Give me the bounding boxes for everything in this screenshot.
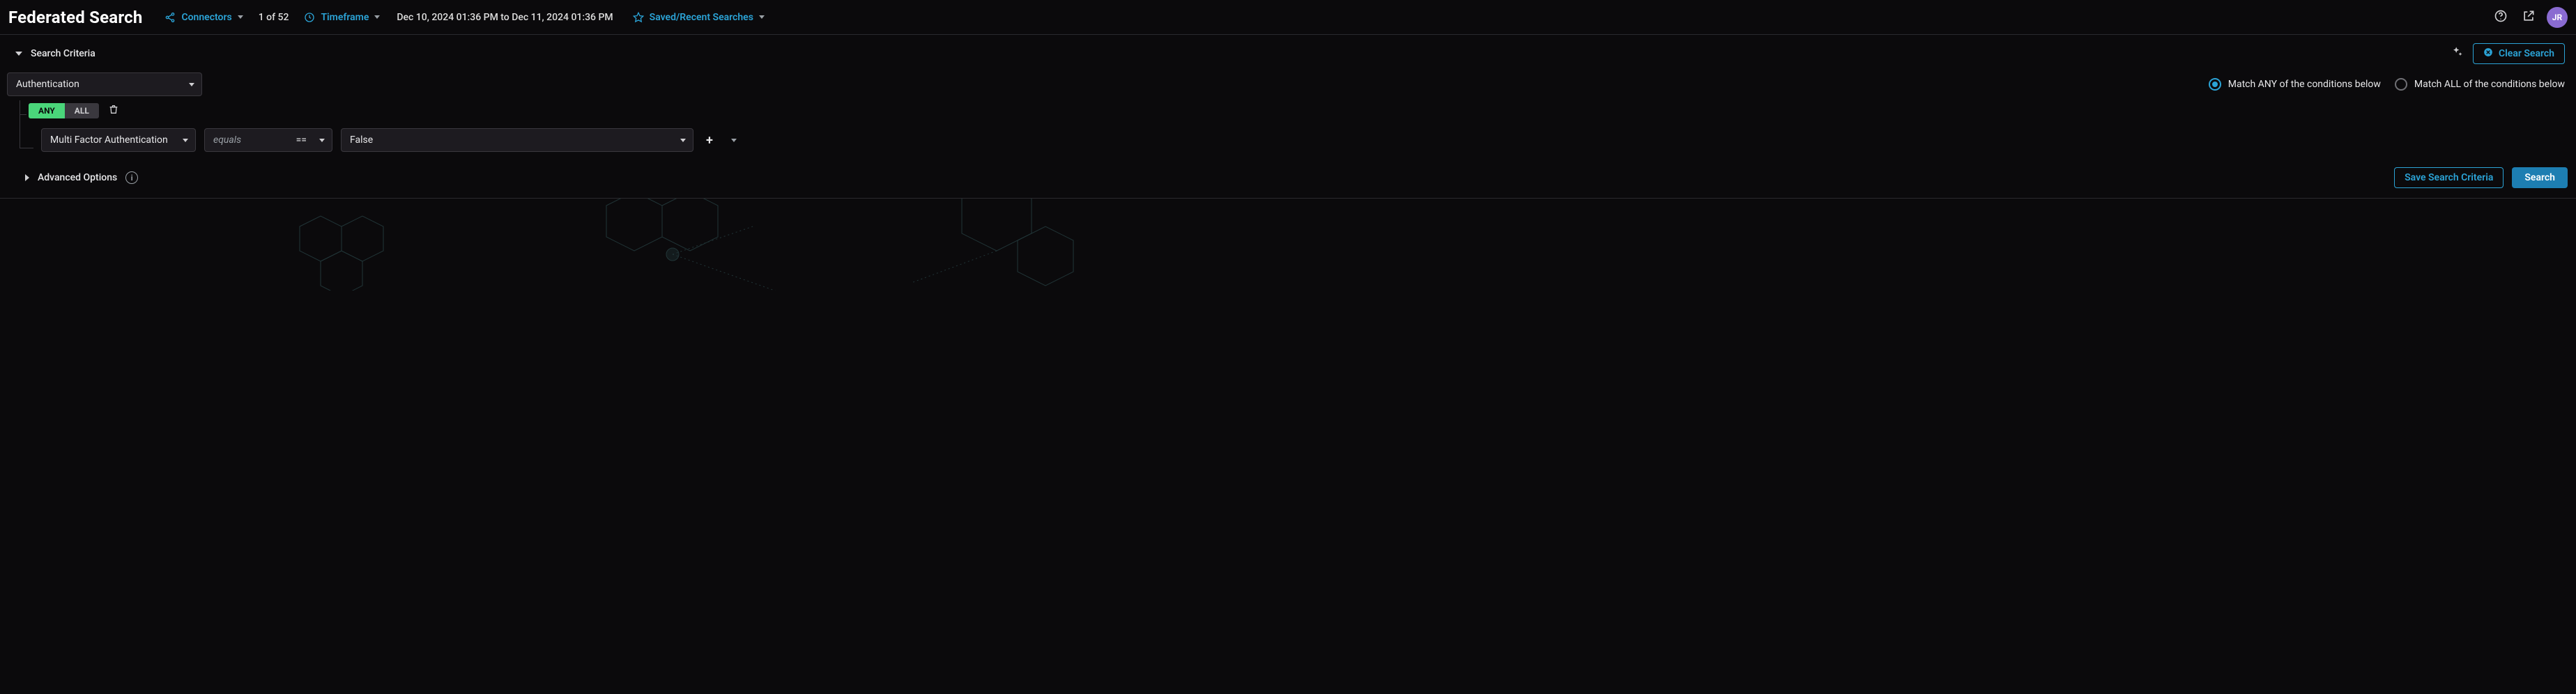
chevron-right-icon [25, 174, 29, 181]
search-criteria-label: Search Criteria [31, 48, 95, 59]
radio-checked-icon [2209, 78, 2221, 91]
chevron-down-icon [183, 139, 188, 142]
help-icon [2494, 9, 2508, 26]
connectors-count: 1 of 52 [253, 12, 295, 23]
toggle-any[interactable]: ANY [29, 103, 65, 118]
chevron-down-icon [731, 139, 737, 142]
avatar[interactable]: JR [2547, 7, 2568, 28]
chevron-down-icon [189, 83, 194, 86]
saved-label: Saved/Recent Searches [650, 12, 753, 23]
operator-select[interactable]: equals == [204, 128, 332, 152]
star-icon [633, 12, 644, 23]
share-icon [164, 12, 176, 23]
group-toggle-row: ANY ALL [29, 103, 741, 118]
chevron-down-icon [319, 139, 325, 142]
match-all-label: Match ALL of the conditions below [2414, 79, 2565, 90]
clear-icon [2483, 47, 2493, 60]
operator-symbol: == [296, 134, 312, 146]
advanced-options-toggle[interactable]: Advanced Options [25, 172, 117, 183]
add-condition-button[interactable]: + [702, 132, 717, 148]
timeframe-value: Dec 10, 2024 01:36 PM to Dec 11, 2024 01… [390, 12, 615, 23]
background-art [0, 199, 2576, 291]
top-bar: Federated Search Connectors 1 of 52 Time… [0, 0, 2576, 35]
open-external-button[interactable] [2516, 5, 2541, 30]
external-link-icon [2522, 9, 2536, 26]
delete-group-button[interactable] [106, 103, 121, 118]
save-search-button[interactable]: Save Search Criteria [2394, 167, 2504, 188]
clock-icon [304, 12, 315, 23]
search-criteria-toggle[interactable]: Search Criteria [15, 48, 95, 59]
match-mode-group: Match ANY of the conditions below Match … [2209, 78, 2565, 91]
value-select[interactable]: False [341, 128, 693, 152]
sparkle-icon [2450, 45, 2464, 62]
toggle-all[interactable]: ALL [65, 103, 99, 118]
advanced-options-label: Advanced Options [38, 172, 117, 183]
chevron-down-icon [680, 139, 686, 142]
help-button[interactable] [2488, 5, 2513, 30]
connectors-label: Connectors [181, 12, 231, 23]
match-any-label: Match ANY of the conditions below [2228, 79, 2381, 90]
chevron-down-icon [238, 15, 243, 19]
clear-search-button[interactable]: Clear Search [2473, 43, 2565, 64]
timeframe-label: Timeframe [321, 12, 369, 23]
trash-icon [108, 104, 119, 118]
criteria-header: Search Criteria Clear Search [0, 35, 2576, 70]
match-any-radio[interactable]: Match ANY of the conditions below [2209, 78, 2381, 91]
search-button[interactable]: Search [2512, 167, 2568, 188]
category-select[interactable]: Authentication [7, 72, 202, 96]
advanced-row: Advanced Options i Save Search Criteria … [0, 160, 2576, 199]
connectors-dropdown[interactable]: Connectors [158, 6, 250, 29]
timeframe-dropdown[interactable]: Timeframe [297, 6, 387, 29]
condition-row: Multi Factor Authentication equals == Fa… [41, 128, 741, 152]
operator-word: equals [213, 134, 241, 146]
field-select[interactable]: Multi Factor Authentication [41, 128, 196, 152]
category-value: Authentication [16, 79, 79, 90]
chevron-down-icon [759, 15, 765, 19]
chevron-down-icon [15, 52, 22, 56]
plus-icon: + [706, 133, 713, 148]
info-icon: i [125, 171, 138, 184]
filter-row: Authentication Match ANY of the conditio… [0, 70, 2576, 103]
radio-unchecked-icon [2395, 78, 2407, 91]
condition-group: ANY ALL Multi Factor Authentication equa… [0, 103, 2576, 160]
any-all-toggle: ANY ALL [29, 103, 99, 118]
page-title: Federated Search [8, 8, 142, 27]
add-condition-menu[interactable] [726, 132, 741, 148]
chevron-down-icon [374, 15, 380, 19]
value-text: False [350, 134, 373, 146]
field-value: Multi Factor Authentication [50, 134, 168, 146]
saved-searches-dropdown[interactable]: Saved/Recent Searches [626, 6, 772, 29]
clear-search-label: Clear Search [2499, 48, 2554, 59]
match-all-radio[interactable]: Match ALL of the conditions below [2395, 78, 2565, 91]
ai-suggest-button[interactable] [2446, 43, 2467, 64]
